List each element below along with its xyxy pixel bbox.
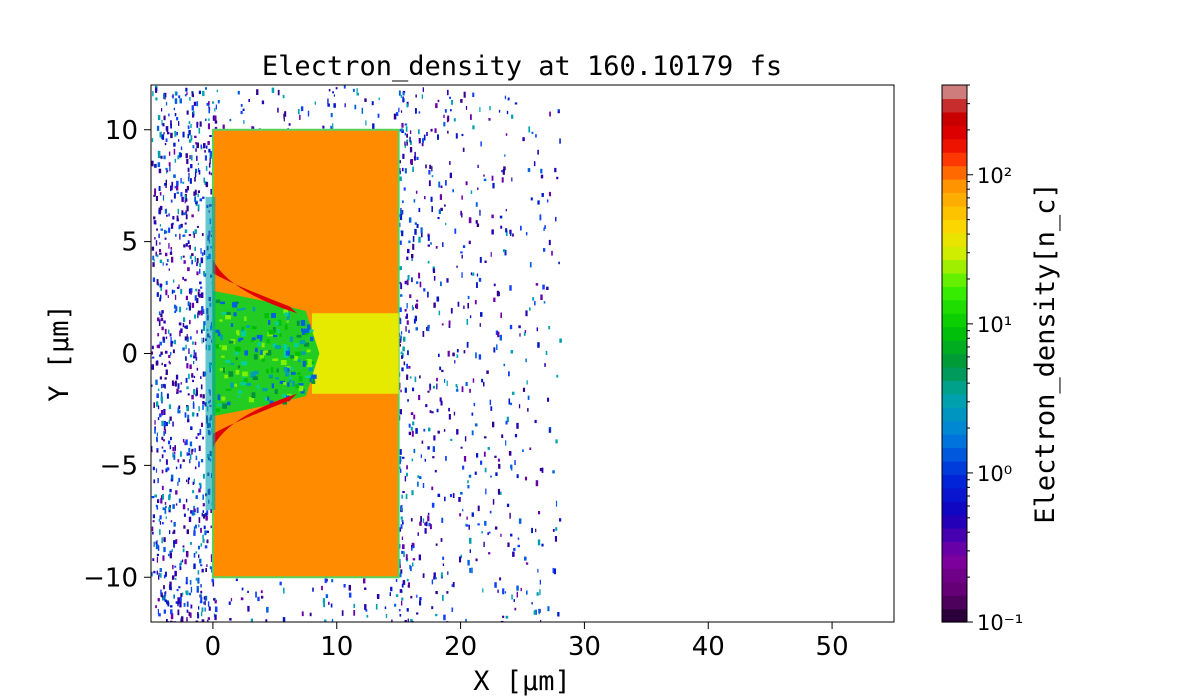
- y-axis-label: Y [μm]: [44, 304, 75, 402]
- x-axis-label: X [μm]: [473, 666, 571, 697]
- colorbar-segment: [942, 460, 967, 475]
- colorbar-segment: [942, 286, 967, 301]
- colorbar: 10⁻¹ 10⁰ 10¹ 10²: [941, 84, 1023, 635]
- y-axis: 10 5 0 −5 −10: [83, 116, 151, 593]
- colorbar-segment: [942, 353, 967, 368]
- colorbar-segment: [942, 85, 967, 100]
- colorbar-segment: [942, 192, 967, 207]
- y-tick-label: 5: [121, 228, 138, 258]
- x-tick-label: 40: [692, 632, 725, 662]
- colorbar-segment: [942, 447, 967, 462]
- x-tick-label: 20: [444, 632, 477, 662]
- colorbar-segment: [942, 501, 967, 516]
- chart-title: Electron_density at 160.10179 fs: [262, 51, 782, 82]
- colorbar-frame: [941, 84, 968, 623]
- colorbar-segment: [942, 581, 967, 596]
- colorbar-segment: [942, 326, 967, 341]
- y-tick-label: −5: [100, 451, 138, 481]
- colorbar-segment: [942, 313, 967, 328]
- colorbar-segment: [942, 299, 967, 314]
- colorbar-segment: [942, 474, 967, 489]
- colorbar-segment: [942, 219, 967, 234]
- y-tick-label: 0: [121, 340, 138, 370]
- colorbar-segment: [942, 272, 967, 287]
- colorbar-segment: [942, 259, 967, 274]
- colorbar-segment: [942, 407, 967, 422]
- colorbar-segment: [942, 608, 967, 623]
- colorbar-segment: [942, 246, 967, 261]
- y-tick-label: −10: [83, 563, 138, 593]
- compressed-wall-top: [212, 259, 298, 314]
- density-map: [151, 85, 562, 622]
- colorbar-segment: [942, 541, 967, 556]
- x-tick-label: 10: [320, 632, 353, 662]
- colorbar-segment: [942, 232, 967, 247]
- x-tick-label: 30: [568, 632, 601, 662]
- channel-core: [311, 313, 399, 394]
- colorbar-segment: [942, 514, 967, 529]
- colorbar-tick-label: 10⁻¹: [977, 611, 1023, 635]
- colorbar-segment: [942, 340, 967, 355]
- colorbar-segment: [942, 595, 967, 610]
- colorbar-segment: [942, 152, 967, 167]
- colorbar-tick-label: 10¹: [977, 313, 1012, 337]
- colorbar-segment: [942, 554, 967, 569]
- colorbar-segment: [942, 393, 967, 408]
- colorbar-segment: [942, 528, 967, 543]
- colorbar-segment: [942, 420, 967, 435]
- colorbar-tick-label: 10⁰: [977, 462, 1012, 486]
- colorbar-segment: [942, 568, 967, 583]
- colorbar-segment: [942, 178, 967, 193]
- x-axis: 0 10 20 30 40 50: [205, 622, 849, 662]
- y-tick-label: 10: [105, 116, 138, 146]
- x-tick-label: 0: [205, 632, 222, 662]
- colorbar-segment: [942, 165, 967, 180]
- colorbar-segment: [942, 366, 967, 381]
- x-tick-label: 50: [816, 632, 849, 662]
- colorbar-segment: [942, 434, 967, 449]
- colorbar-segment: [942, 98, 967, 113]
- colorbar-segment: [942, 138, 967, 153]
- front-surface-glow: [205, 196, 216, 511]
- colorbar-segment: [942, 380, 967, 395]
- colorbar-label: Electron_density[n_c]: [1030, 182, 1061, 523]
- colorbar-segment: [942, 111, 967, 126]
- colorbar-segment: [942, 205, 967, 220]
- colorbar-segment: [942, 487, 967, 502]
- compressed-wall-bottom: [212, 393, 298, 448]
- colorbar-segment: [942, 125, 967, 140]
- colorbar-tick-label: 10²: [977, 164, 1012, 188]
